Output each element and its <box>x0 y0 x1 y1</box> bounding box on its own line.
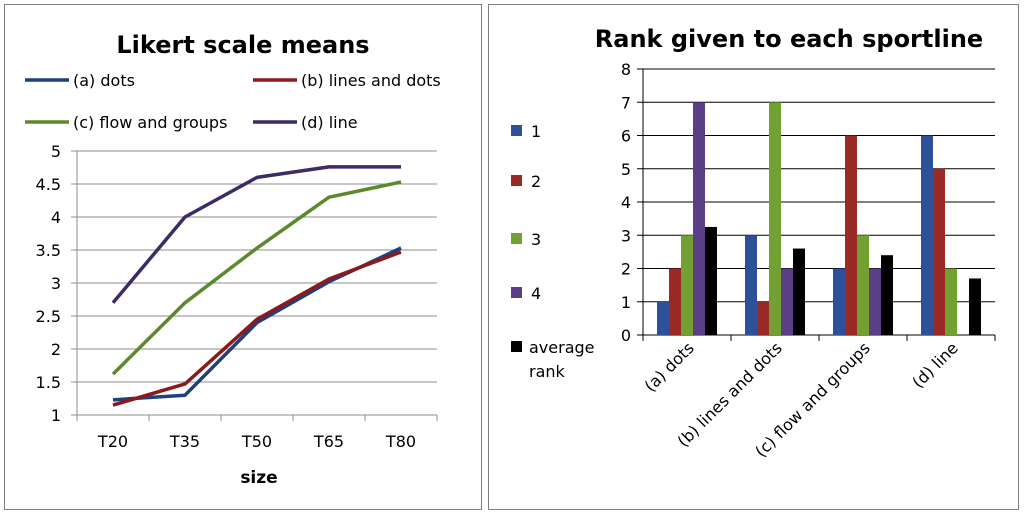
likert-x-tick-label: T50 <box>241 432 272 451</box>
likert-x-tick-label: T20 <box>97 432 128 451</box>
likert-y-tick-label: 3 <box>51 274 61 293</box>
rank-legend-label: 1 <box>531 122 541 141</box>
rank-legend-label: 4 <box>531 284 541 303</box>
rank-y-tick-label: 0 <box>621 326 631 345</box>
likert-y-tick-label: 2 <box>51 340 61 359</box>
likert-y-tick-label: 3.5 <box>36 241 61 260</box>
rank-bar <box>833 268 845 335</box>
rank-bar <box>869 268 881 335</box>
likert-chart-title: Likert scale means <box>116 31 369 59</box>
likert-series-line-1 <box>112 246 402 402</box>
rank-y-tick-label: 8 <box>621 60 631 79</box>
rank-bar <box>769 102 781 335</box>
likert-legend-label: (a) dots <box>73 71 135 90</box>
likert-y-tick-label: 4.5 <box>36 175 61 194</box>
rank-legend-label: average rank <box>529 338 595 381</box>
rank-y-ticks: 0 1 2 3 4 5 6 7 8 <box>621 60 631 345</box>
rank-bar <box>757 301 769 335</box>
rank-bar <box>745 235 757 335</box>
rank-legend: 1 2 3 4 average rank <box>511 122 595 381</box>
likert-chart-panel: Likert scale means (a) dots (b) lines and… <box>4 4 482 510</box>
rank-bar <box>857 235 869 335</box>
rank-bar <box>657 301 669 335</box>
likert-x-tick-label: T80 <box>385 432 416 451</box>
rank-bar <box>969 278 981 335</box>
likert-y-tick-label: 4 <box>51 208 61 227</box>
rank-legend-label: 2 <box>531 172 541 191</box>
likert-y-tick-label: 2.5 <box>36 307 61 326</box>
rank-bar <box>669 268 681 335</box>
likert-legend-label: (c) flow and groups <box>73 113 227 132</box>
rank-bar <box>681 235 693 335</box>
rank-x-tick-label: (d) line <box>908 338 961 391</box>
rank-y-tick-label: 1 <box>621 293 631 312</box>
rank-chart-panel: Rank given to each sportline 0 1 2 3 4 5 6 7 8 (… <box>488 4 1019 510</box>
likert-x-tick-label: T65 <box>313 432 344 451</box>
likert-gridlines <box>71 150 438 421</box>
rank-bar <box>705 226 717 335</box>
rank-chart: Rank given to each sportline 0 1 2 3 4 5 6 7 8 (… <box>511 25 996 461</box>
rank-legend-swatch <box>511 175 522 186</box>
likert-y-ticks: 1 1.5 2 2.5 3 3.5 4 4.5 5 <box>36 142 61 425</box>
rank-bar <box>793 248 805 335</box>
rank-bar <box>881 255 893 335</box>
rank-y-tick-label: 5 <box>621 160 631 179</box>
likert-series-lines <box>111 165 402 407</box>
likert-legend: (a) dots (b) lines and dots (c) flow and g… <box>25 71 441 132</box>
rank-y-tick-label: 2 <box>621 260 631 279</box>
rank-y-tick-label: 3 <box>621 226 631 245</box>
rank-legend-swatch <box>511 125 522 136</box>
likert-chart: Likert scale means (a) dots (b) lines and… <box>25 31 441 488</box>
rank-bar <box>945 268 957 335</box>
likert-series-line-4 <box>111 165 401 304</box>
rank-x-tick-label: (a) dots <box>641 338 698 395</box>
likert-legend-label: (d) line <box>301 113 358 132</box>
rank-legend-swatch <box>511 287 522 298</box>
rank-y-tick-label: 7 <box>621 93 631 112</box>
rank-chart-title: Rank given to each sportline <box>595 25 983 53</box>
rank-bar <box>781 268 793 335</box>
rank-bar <box>845 135 857 335</box>
rank-x-ticks: (a) dots(b) lines and dots(c) flow and g… <box>641 338 962 461</box>
rank-legend-swatch <box>511 341 522 352</box>
likert-series-line-2 <box>112 250 402 407</box>
rank-y-tick-label: 6 <box>621 127 631 146</box>
likert-legend-label: (b) lines and dots <box>301 71 441 90</box>
rank-y-tick-label: 4 <box>621 193 631 212</box>
rank-bar <box>921 135 933 335</box>
likert-y-tick-label: 5 <box>51 142 61 161</box>
rank-bar <box>933 168 945 335</box>
likert-y-tick-label: 1.5 <box>36 373 61 392</box>
likert-y-tick-label: 1 <box>51 406 61 425</box>
rank-bars <box>657 102 981 335</box>
likert-series-line-3 <box>111 180 402 376</box>
likert-x-axis-title: size <box>240 468 277 488</box>
likert-x-tick-label: T35 <box>169 432 200 451</box>
rank-legend-label: 3 <box>531 230 541 249</box>
rank-bar <box>693 102 705 335</box>
rank-legend-swatch <box>511 233 522 244</box>
likert-x-ticks: T20 T35 T50 T65 T80 <box>97 432 416 451</box>
